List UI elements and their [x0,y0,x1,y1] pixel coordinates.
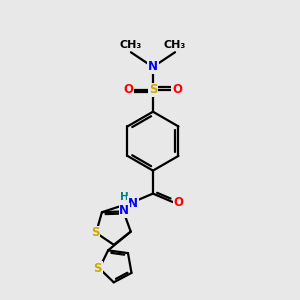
Text: H: H [120,192,128,202]
Text: S: S [91,226,100,239]
Text: CH₃: CH₃ [164,40,186,50]
Text: CH₃: CH₃ [120,40,142,50]
Text: N: N [119,204,129,217]
Text: O: O [124,83,134,96]
Text: N: N [148,61,158,74]
Text: S: S [94,262,102,275]
Text: N: N [128,197,138,210]
Text: S: S [149,83,157,96]
Text: O: O [173,196,183,208]
Text: O: O [172,83,182,96]
